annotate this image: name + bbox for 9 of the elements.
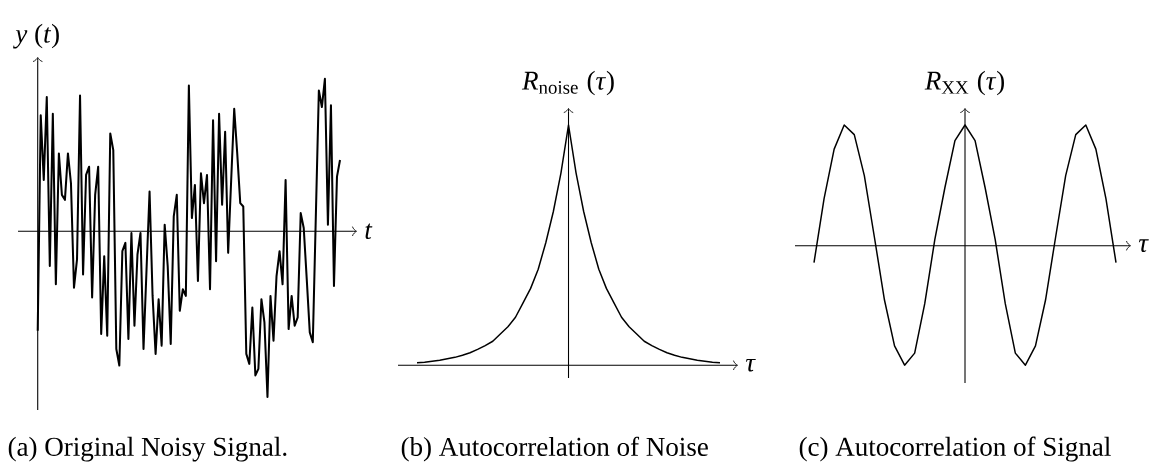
text: (a) Original Noisy Signal. — [8, 436, 287, 462]
x-axis-title: t — [365, 223, 373, 240]
y-axis-title: R$_{noise}$ (τ) — [521, 70, 614, 96]
x-axis-title: τ — [745, 358, 756, 372]
text: (c) Autocorrelation of Signal — [799, 436, 1111, 462]
y-axis-title: y (t) — [13, 23, 59, 49]
text: (b) Autocorrelation of Noise — [401, 436, 708, 462]
x-axis-title: τ — [1138, 239, 1149, 253]
y-axis-title: R$_{XX}$ (τ) — [924, 70, 1004, 96]
